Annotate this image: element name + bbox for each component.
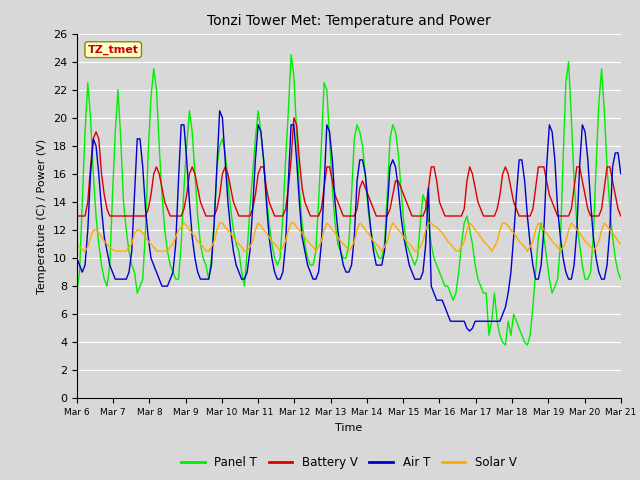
Battery V (268, 206, 276, 212)
Battery V (579, 178, 586, 184)
Panel T (320, 80, 328, 85)
Solar V (180, 220, 188, 226)
X-axis label: Time: Time (335, 423, 362, 432)
Air T (604, 262, 611, 268)
Battery V (290, 115, 298, 120)
Panel T (581, 276, 589, 282)
Line: Panel T: Panel T (77, 55, 621, 345)
Air T (271, 269, 278, 275)
Panel T (502, 342, 509, 348)
Solar V (617, 241, 625, 247)
Air T (581, 129, 589, 135)
Battery V (617, 213, 625, 219)
Air T (216, 108, 223, 114)
Solar V (581, 239, 589, 244)
Panel T (268, 241, 276, 247)
Air T (353, 178, 361, 184)
Air T (617, 171, 625, 177)
Battery V (353, 206, 361, 212)
Legend: Panel T, Battery V, Air T, Solar V: Panel T, Battery V, Air T, Solar V (176, 452, 522, 474)
Air T (548, 129, 556, 135)
Title: Tonzi Tower Met: Temperature and Power: Tonzi Tower Met: Temperature and Power (207, 14, 491, 28)
Solar V (73, 241, 81, 247)
Battery V (545, 192, 553, 198)
Solar V (356, 220, 364, 226)
Panel T (287, 52, 295, 58)
Solar V (604, 223, 611, 228)
Air T (73, 255, 81, 261)
Air T (466, 328, 474, 334)
Text: TZ_tmet: TZ_tmet (88, 45, 139, 55)
Panel T (73, 290, 81, 296)
Panel T (604, 164, 611, 170)
Battery V (73, 213, 81, 219)
Y-axis label: Temperature (C) / Power (V): Temperature (C) / Power (V) (37, 138, 47, 294)
Line: Solar V: Solar V (77, 223, 621, 251)
Solar V (273, 244, 281, 250)
Panel T (353, 122, 361, 128)
Solar V (81, 248, 89, 254)
Battery V (320, 185, 328, 191)
Panel T (548, 290, 556, 296)
Battery V (600, 185, 608, 191)
Panel T (617, 276, 625, 282)
Line: Battery V: Battery V (77, 118, 621, 216)
Line: Air T: Air T (77, 111, 621, 331)
Air T (320, 185, 328, 191)
Solar V (548, 239, 556, 244)
Solar V (323, 220, 331, 226)
